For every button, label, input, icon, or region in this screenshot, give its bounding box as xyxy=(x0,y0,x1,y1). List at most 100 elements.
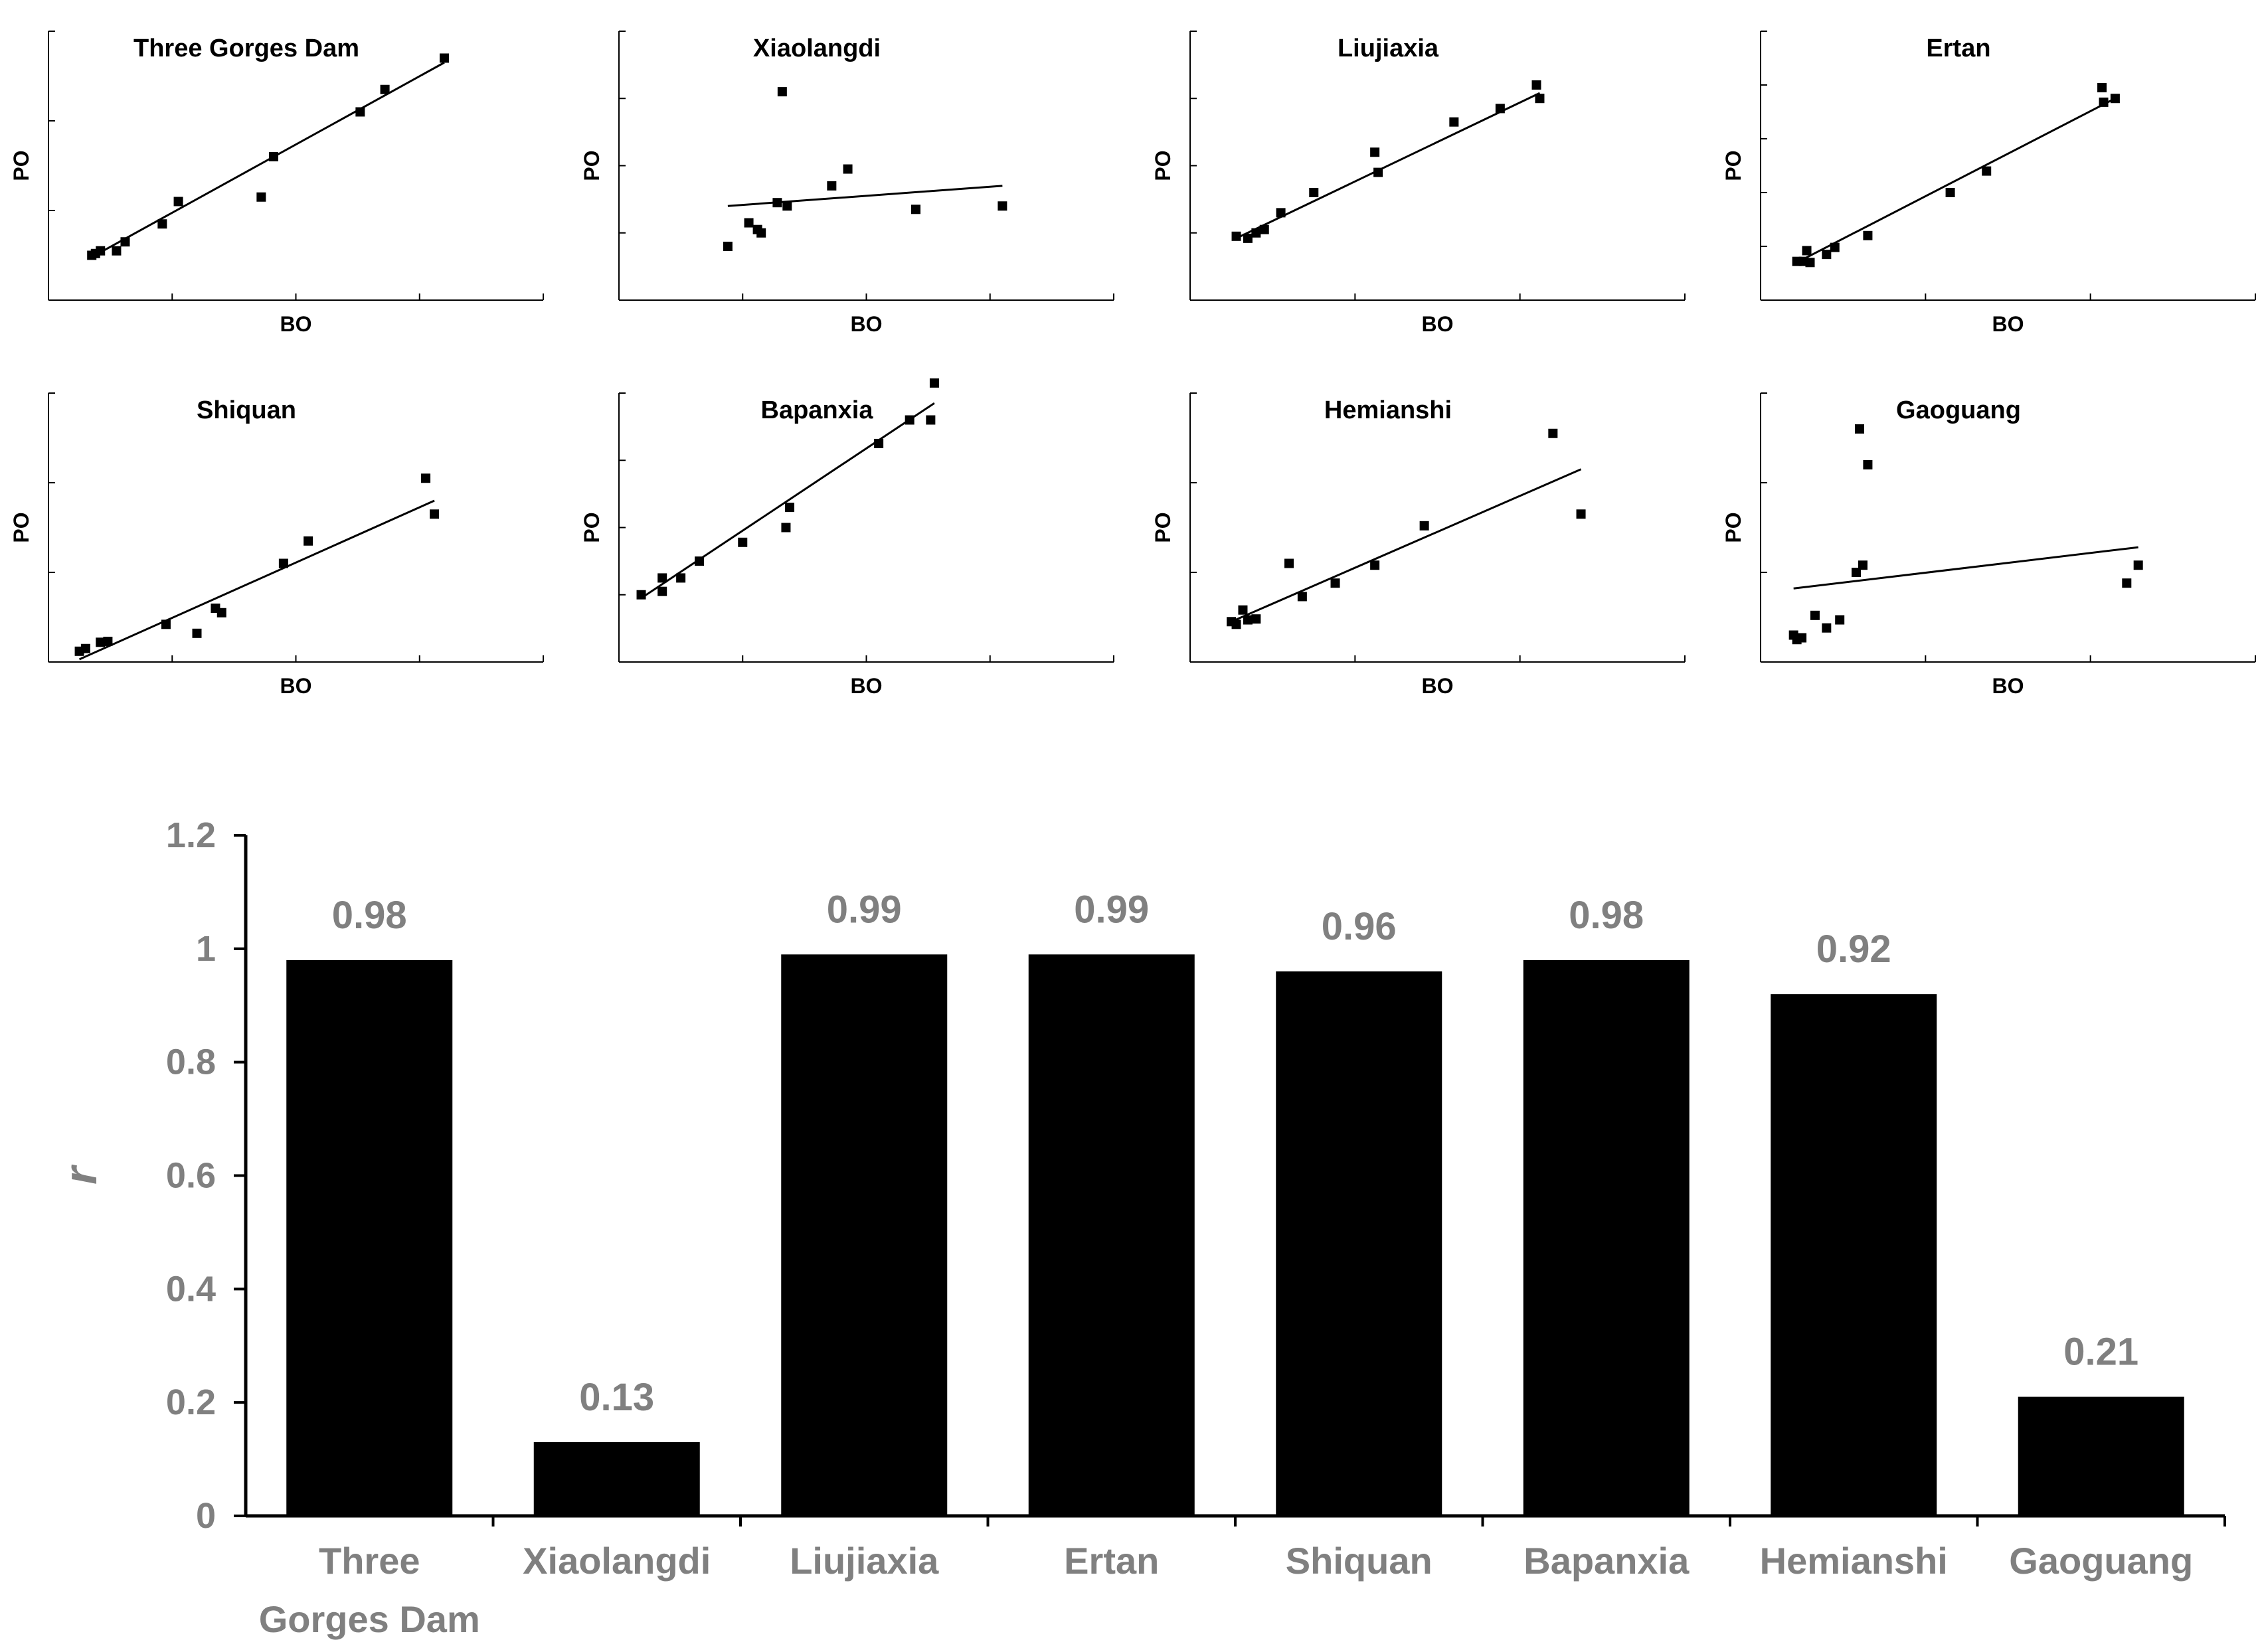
bar-value-label: 0.99 xyxy=(1074,888,1149,931)
bar-y-tick-label: 0.4 xyxy=(166,1269,216,1309)
panel-title: Three Gorges Dam xyxy=(133,35,359,62)
data-point xyxy=(1858,560,1868,570)
bar-gaoguang xyxy=(2018,1396,2184,1516)
data-point xyxy=(120,237,130,247)
bar-value-label: 0.13 xyxy=(579,1376,654,1419)
fit-line xyxy=(1231,468,1582,623)
data-point xyxy=(1373,167,1383,177)
data-point xyxy=(1945,188,1955,197)
data-point xyxy=(268,152,278,161)
data-point xyxy=(781,523,791,533)
bar-y-axis-label: r xyxy=(54,1164,106,1185)
data-point xyxy=(1863,460,1873,469)
bar-value-label: 0.21 xyxy=(2063,1331,2138,1374)
data-point xyxy=(1576,509,1586,519)
fit-line xyxy=(640,402,935,600)
x-axis-label: BO xyxy=(1992,312,2024,336)
bar-y-tick-label: 0.6 xyxy=(166,1156,216,1196)
bar-category-label: Shiquan xyxy=(1286,1540,1433,1582)
data-point xyxy=(1330,578,1340,588)
data-point xyxy=(998,201,1007,211)
panel-title: Xiaolangdi xyxy=(753,35,881,62)
data-point xyxy=(1309,188,1319,197)
data-point xyxy=(756,228,766,238)
bar-category-label: Hemianshi xyxy=(1760,1540,1948,1582)
data-point xyxy=(1835,615,1845,625)
fit-line xyxy=(1793,546,2138,590)
data-point xyxy=(777,87,787,97)
bar-value-label: 0.96 xyxy=(1322,905,1397,948)
fit-line xyxy=(78,499,435,661)
data-point xyxy=(874,438,884,448)
y-axis-label: PO xyxy=(1721,512,1745,542)
fit-line xyxy=(1796,97,2116,264)
fit-line xyxy=(727,185,1003,207)
bar-shiquan xyxy=(1276,971,1442,1516)
data-point xyxy=(1419,521,1429,531)
data-point xyxy=(192,628,202,638)
data-point xyxy=(738,537,748,547)
data-point xyxy=(1531,80,1541,90)
x-axis-label: BO xyxy=(1422,312,1454,336)
bar-value-label: 0.99 xyxy=(827,888,902,931)
bar-category-label: Ertan xyxy=(1064,1540,1159,1582)
bar-three-gorges-dam xyxy=(286,959,453,1516)
data-point xyxy=(723,242,733,251)
bar-y-tick-label: 1.2 xyxy=(166,815,216,855)
data-point xyxy=(80,643,90,653)
data-point xyxy=(929,378,939,388)
bar-y-tick-label: 0 xyxy=(196,1496,216,1536)
bar-hemianshi xyxy=(1771,994,1937,1516)
data-point xyxy=(782,201,792,211)
data-point xyxy=(843,164,853,174)
data-point xyxy=(1238,605,1248,615)
x-axis-label: BO xyxy=(851,312,883,336)
data-point xyxy=(1243,233,1253,243)
data-point xyxy=(1370,147,1380,157)
bar-y-tick-label: 0.2 xyxy=(166,1382,216,1422)
data-point xyxy=(440,53,449,63)
data-point xyxy=(1495,104,1505,114)
panel-title: Bapanxia xyxy=(761,396,874,424)
data-point xyxy=(772,198,782,208)
data-point xyxy=(1370,560,1380,570)
data-point xyxy=(217,608,226,618)
y-axis-label: PO xyxy=(1151,512,1175,542)
data-point xyxy=(1548,428,1558,438)
data-point xyxy=(1863,230,1873,240)
scatter-panel-liujiaxia: Liujiaxia BO PO xyxy=(1151,31,1686,336)
bar-xiaolangdi xyxy=(533,1442,700,1516)
y-axis-label: PO xyxy=(580,150,604,181)
data-point xyxy=(657,573,667,583)
data-point xyxy=(430,509,440,519)
bar-chart: 0 0.2 0.4 0.6 0.8 1 1.2 r 0.98 Three Gorges Dam 0.1… xyxy=(54,815,2226,1640)
data-point xyxy=(161,620,171,629)
data-point xyxy=(827,181,837,191)
data-point xyxy=(744,218,754,228)
data-point xyxy=(636,590,646,600)
bar-category-label: Liujiaxia xyxy=(790,1540,939,1582)
data-point xyxy=(278,558,288,568)
x-axis-label: BO xyxy=(1992,674,2024,698)
data-point xyxy=(1830,242,1840,252)
data-point xyxy=(1802,246,1812,256)
bar-category-label: Gorges Dam xyxy=(259,1598,480,1640)
panel-title: Gaoguang xyxy=(1896,396,2021,424)
data-point xyxy=(905,415,914,425)
panel-title: Ertan xyxy=(1926,35,1990,62)
data-point xyxy=(103,636,113,646)
scatter-panel-xiaolangdi: Xiaolangdi BO PO xyxy=(580,31,1114,336)
y-axis-label: PO xyxy=(9,512,33,542)
scatter-panel-three-gorges-dam: Three Gorges Dam BO PO xyxy=(9,31,544,336)
bar-value-label: 0.98 xyxy=(332,894,407,937)
y-axis-label: PO xyxy=(1721,150,1745,181)
data-point xyxy=(355,107,365,117)
data-point xyxy=(157,219,167,229)
fit-line xyxy=(1235,92,1541,240)
data-point xyxy=(96,246,106,256)
x-axis-label: BO xyxy=(280,674,312,698)
bar-category-label: Three xyxy=(319,1540,420,1582)
bar-category-label: Bapanxia xyxy=(1523,1540,1690,1582)
data-point xyxy=(1855,424,1864,434)
